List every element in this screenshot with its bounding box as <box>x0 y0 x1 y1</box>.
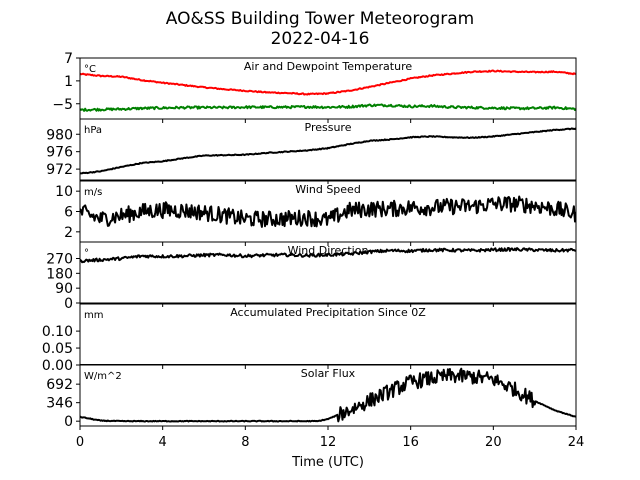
panel-title: Wind Direction <box>288 244 369 257</box>
y-tick-label: 976 <box>46 145 73 161</box>
panel-unit: °C <box>84 64 96 75</box>
x-tick-label: 0 <box>76 435 84 450</box>
x-tick-label: 8 <box>241 435 249 450</box>
x-tick-label: 16 <box>402 435 419 450</box>
y-tick-label: 1 <box>64 74 73 90</box>
y-tick-label: 6 <box>64 205 73 221</box>
series-line-0 <box>80 127 576 175</box>
y-tick-label: 10 <box>55 184 73 200</box>
y-tick-label: 0.00 <box>42 358 73 374</box>
series-line-0 <box>80 367 576 423</box>
panel-title: Wind Speed <box>295 183 361 196</box>
panel-unit: m/s <box>84 187 102 198</box>
y-tick-label: 972 <box>46 162 73 178</box>
panel-title: Air and Dewpoint Temperature <box>244 60 412 73</box>
y-tick-label: 346 <box>46 396 73 412</box>
panel-4: 0.100.050.00 Accumulated Precipitation Si… <box>42 303 577 374</box>
series-line-0 <box>80 247 576 264</box>
y-tick-label: 180 <box>46 266 73 282</box>
series-line-0 <box>80 195 576 228</box>
panel-2: 10 6 2 Wind Speed m/s <box>55 180 577 246</box>
panels-group: 7 1 −5 Air and Dewpoint Temperature °C 980 976… <box>42 51 577 430</box>
y-tick-label: 7 <box>64 51 73 67</box>
y-tick-label: 2 <box>64 225 73 241</box>
x-axis: 0 4 8 12 16 20 24 <box>76 435 584 450</box>
panel-title: Pressure <box>305 121 352 134</box>
x-tick-label: 4 <box>159 435 167 450</box>
panel-title: Accumulated Precipitation Since 0Z <box>230 306 426 319</box>
y-tick-label: 0 <box>64 414 73 430</box>
y-tick-label: 692 <box>46 377 73 393</box>
y-tick-label: 0 <box>64 296 73 312</box>
panel-0: 7 1 −5 Air and Dewpoint Temperature °C <box>52 51 577 123</box>
series-line-0 <box>80 69 576 96</box>
y-tick-label: 0.05 <box>42 341 73 357</box>
panel-unit: hPa <box>84 125 102 136</box>
y-tick-label: 0.10 <box>42 324 73 340</box>
figure-title: AO&SS Building Tower Meteorogram <box>166 9 474 29</box>
panel-unit: W/m^2 <box>84 371 122 382</box>
series-line-1 <box>80 103 576 112</box>
y-tick-label: 270 <box>46 251 73 267</box>
panel-unit: ° <box>84 248 89 259</box>
x-tick-label: 24 <box>568 435 585 450</box>
y-tick-label: 90 <box>55 281 73 297</box>
figure-subtitle: 2022-04-16 <box>271 29 370 49</box>
x-axis-label: Time (UTC) <box>291 455 364 470</box>
panel-title: Solar Flux <box>301 367 356 380</box>
x-tick-label: 20 <box>485 435 502 450</box>
x-tick-label: 12 <box>320 435 337 450</box>
y-tick-label: −5 <box>52 97 73 113</box>
panel-unit: mm <box>84 310 103 321</box>
panel-5: 692 346 0 Solar Flux W/m^2 <box>46 364 577 430</box>
y-tick-label: 980 <box>46 127 73 143</box>
